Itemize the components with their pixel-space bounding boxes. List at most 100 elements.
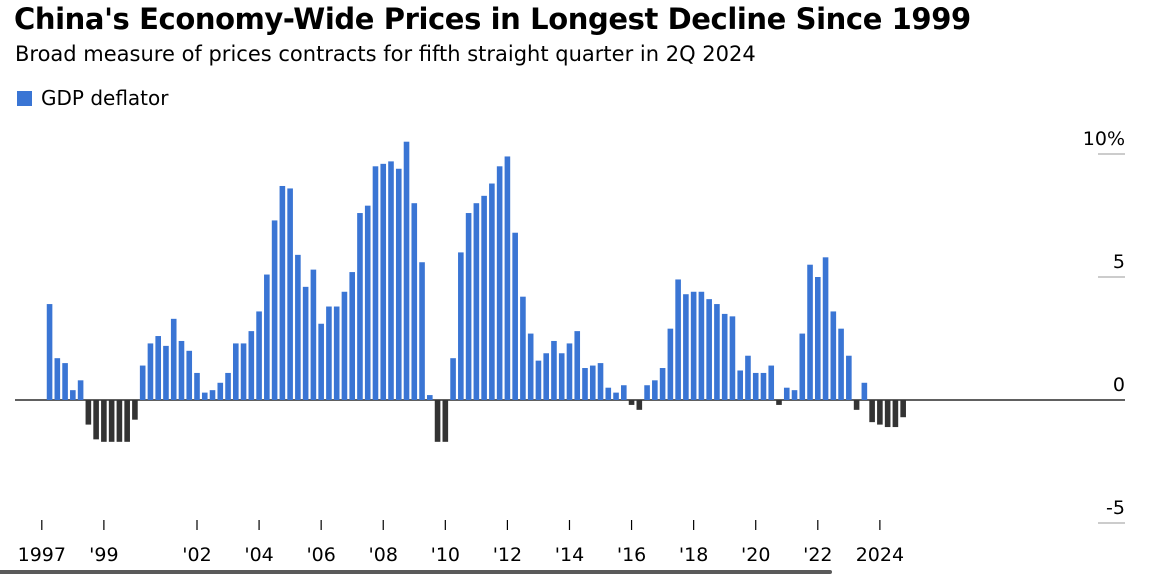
bar: [287, 188, 293, 400]
bar: [163, 345, 169, 400]
bar: [116, 400, 123, 442]
bar: [419, 262, 425, 400]
bar: [745, 355, 751, 400]
bar: [264, 274, 270, 400]
bar: [489, 183, 495, 400]
bar: [450, 358, 456, 400]
bar: [822, 257, 829, 400]
bar: [714, 304, 720, 400]
y-tick-label: 0: [1113, 374, 1125, 396]
bar: [225, 372, 231, 400]
bar: [698, 291, 705, 400]
bar: [892, 400, 899, 428]
bar: [434, 400, 441, 442]
bar: [512, 232, 518, 400]
legend-label-gdp-deflator: GDP deflator: [41, 86, 169, 110]
bar: [403, 141, 410, 400]
x-tick-label: '99: [89, 544, 118, 566]
bar: [884, 400, 891, 428]
bar: [70, 390, 76, 400]
bar: [504, 156, 511, 400]
bar: [132, 400, 138, 420]
bar: [77, 380, 84, 400]
x-tick-label: '06: [306, 544, 335, 566]
bar: [706, 299, 712, 400]
bar: [621, 385, 627, 400]
x-tick-label: '04: [244, 544, 273, 566]
bar: [675, 279, 681, 400]
bar: [395, 168, 402, 400]
bar: [520, 296, 526, 400]
bar: [201, 392, 208, 400]
bar: [690, 291, 697, 400]
bar: [147, 343, 154, 400]
bar: [240, 343, 247, 400]
horizontal-scrollbar[interactable]: [0, 570, 832, 574]
chart-title: China's Economy-Wide Prices in Longest D…: [14, 2, 971, 36]
bar: [108, 400, 115, 442]
bar: [54, 358, 61, 400]
bar: [582, 368, 588, 400]
bar: [783, 387, 790, 400]
bar: [101, 400, 107, 442]
bar: [124, 400, 130, 442]
x-tick-label: '14: [555, 544, 584, 566]
bar: [597, 363, 604, 400]
chart-subtitle: Broad measure of prices contracts for fi…: [15, 42, 756, 66]
bar: [535, 360, 542, 400]
y-tick-label: -5: [1106, 497, 1125, 519]
bar: [279, 185, 286, 400]
bar: [838, 328, 844, 400]
bar: [737, 370, 743, 400]
bar: [729, 316, 736, 400]
bar: [271, 220, 278, 400]
x-tick-label: '20: [741, 544, 770, 566]
bar: [752, 372, 759, 400]
bar: [209, 390, 216, 400]
bar: [318, 323, 324, 400]
bar: [349, 272, 355, 400]
legend: GDP deflator: [17, 86, 168, 110]
bar: [233, 343, 239, 400]
bar: [256, 311, 262, 400]
bar: [791, 390, 798, 400]
bar: [807, 264, 813, 400]
x-tick-label: '02: [182, 544, 211, 566]
bar: [248, 331, 255, 400]
legend-swatch-gdp-deflator: [17, 90, 32, 106]
bar: [411, 203, 418, 400]
x-tick-label: '22: [803, 544, 832, 566]
x-tick-label: '12: [493, 544, 522, 566]
bar: [46, 304, 53, 400]
bar: [846, 355, 852, 400]
x-tick-label: '10: [431, 544, 460, 566]
bar: [613, 392, 619, 400]
bar: [139, 365, 146, 400]
bar: [364, 205, 371, 400]
bar: [853, 400, 860, 410]
bar: [628, 400, 635, 405]
bar: [295, 254, 301, 400]
bar: [427, 395, 433, 400]
bar: [170, 318, 177, 400]
bar: [326, 306, 332, 400]
bar: [465, 213, 472, 400]
bar: [341, 291, 348, 400]
bar: [869, 400, 875, 423]
bar: [496, 166, 503, 400]
bar: [636, 400, 643, 410]
bar: [760, 372, 767, 400]
bar: [683, 294, 689, 400]
bar: [776, 400, 782, 405]
bar: [481, 195, 487, 400]
x-tick-label: 2024: [856, 544, 904, 566]
bar: [194, 372, 200, 400]
bar: [721, 313, 728, 400]
bar: [442, 400, 449, 442]
bar: [644, 385, 650, 400]
bar: [458, 252, 464, 400]
bar: [155, 336, 161, 400]
bar: [799, 333, 806, 400]
bar: [93, 400, 99, 440]
